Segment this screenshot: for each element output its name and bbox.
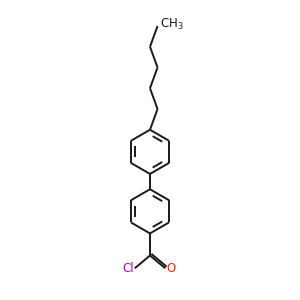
Text: Cl: Cl	[122, 262, 134, 275]
Text: CH$_3$: CH$_3$	[160, 17, 184, 32]
Text: O: O	[167, 262, 176, 275]
